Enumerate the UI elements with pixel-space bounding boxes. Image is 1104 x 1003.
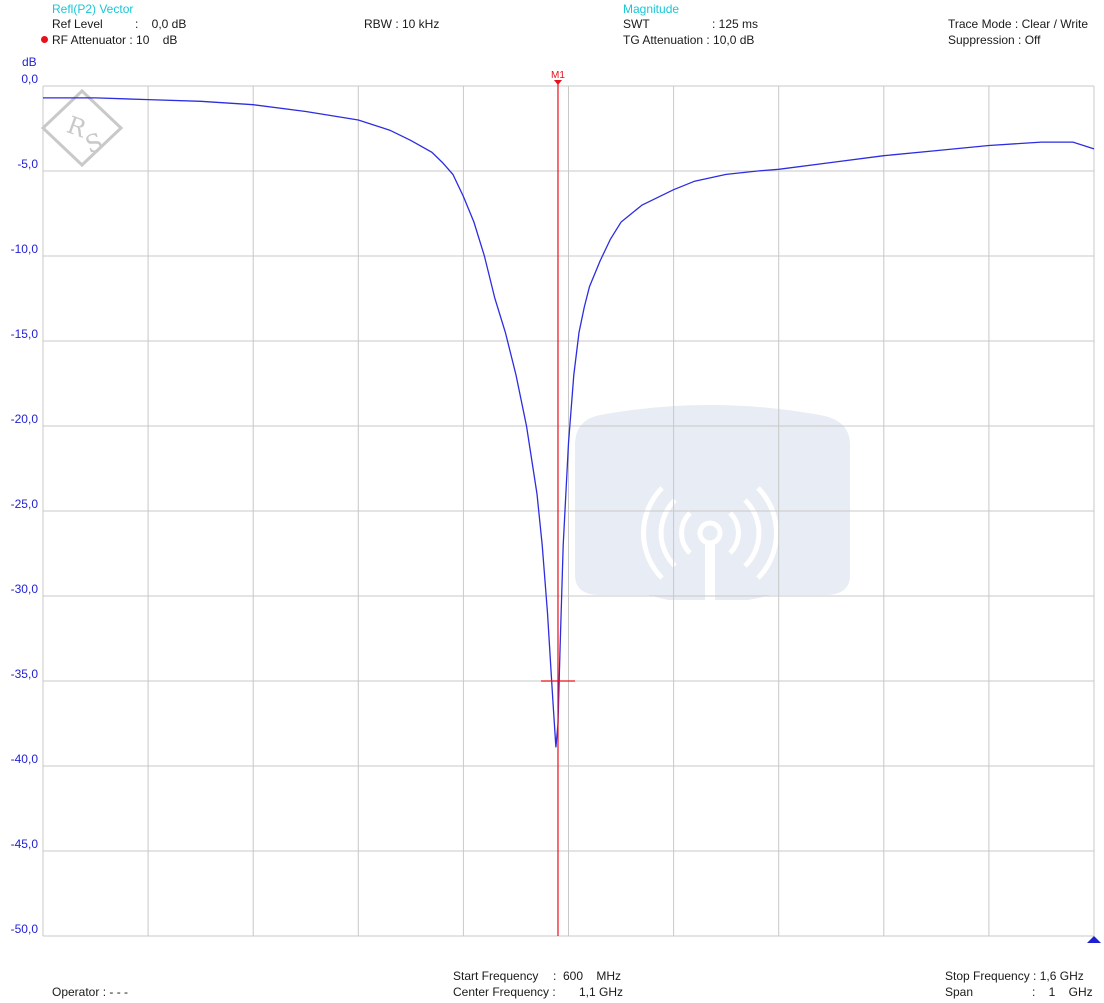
trace-mode: Trace Mode : Clear / Write	[948, 17, 1089, 31]
tg-attenuation: TG Attenuation : 10,0 dB	[623, 33, 755, 47]
format: Magnitude	[623, 2, 680, 16]
stop-frequency: Stop Frequency : 1,6 GHz	[945, 969, 1084, 983]
y-axis-label: dB	[22, 55, 37, 69]
y-tick-label: -20,0	[11, 412, 39, 426]
y-tick-label: -5,0	[17, 157, 38, 171]
rf-attenuator: RF Attenuator : 10 dB	[52, 33, 178, 47]
operator: Operator : - - -	[52, 985, 129, 999]
marker-label: M1	[551, 70, 565, 81]
start-frequency-value: : 600 MHz	[553, 969, 622, 983]
center-frequency-label: Center Frequency :	[453, 985, 556, 999]
marker-triangle-icon	[553, 80, 562, 85]
reference-position-icon	[1087, 936, 1101, 943]
y-tick-label: -25,0	[11, 497, 39, 511]
y-tick-label: -40,0	[11, 752, 39, 766]
y-tick-label: -15,0	[11, 327, 39, 341]
y-tick-labels: 0,0 -5,0 -10,0 -15,0 -20,0 -25,0 -30,0 -35,0 -40…	[11, 72, 39, 936]
trace-name: Refl(P2) Vector	[52, 2, 134, 16]
start-frequency-label: Start Frequency	[453, 969, 539, 983]
watermark-logo	[575, 405, 850, 600]
rs-logo-icon: R S	[40, 88, 124, 168]
y-tick-label: -35,0	[11, 667, 39, 681]
trace-line	[43, 97, 1095, 748]
swt-value: : 125 ms	[712, 17, 759, 31]
rbw: RBW : 10 kHz	[364, 17, 440, 31]
y-tick-label: -45,0	[11, 837, 39, 851]
y-tick-label: -10,0	[11, 242, 39, 256]
y-tick-label: -30,0	[11, 582, 39, 596]
span-label: Span	[945, 985, 974, 999]
span-value: : 1 GHz	[1032, 985, 1093, 999]
y-tick-label: 0,0	[21, 72, 38, 86]
suppression: Suppression : Off	[948, 33, 1041, 47]
grid	[42, 85, 1095, 937]
y-tick-label: -50,0	[11, 922, 39, 936]
center-frequency-value: 1,1 GHz	[579, 985, 624, 999]
ref-level-label: Ref Level	[52, 17, 103, 31]
swt-label: SWT	[623, 17, 650, 31]
rf-attenuator-indicator-icon	[41, 36, 48, 43]
ref-level-value: : 0,0 dB	[135, 17, 187, 31]
